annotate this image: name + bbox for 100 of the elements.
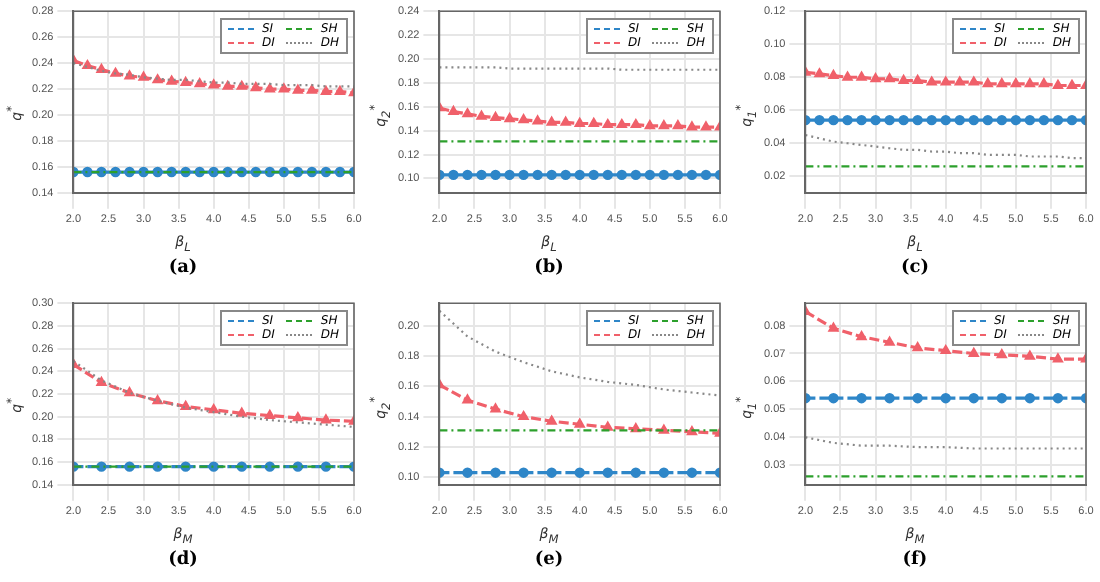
point xyxy=(884,392,895,404)
point xyxy=(208,404,219,414)
point xyxy=(954,114,965,126)
point xyxy=(659,120,669,130)
point xyxy=(532,115,543,125)
text: (a) xyxy=(166,258,200,278)
point xyxy=(617,119,627,129)
point xyxy=(560,169,571,181)
point xyxy=(546,467,557,478)
point xyxy=(997,78,1007,88)
point xyxy=(603,119,613,129)
point xyxy=(814,114,825,126)
point xyxy=(518,411,529,421)
point xyxy=(645,120,655,130)
point xyxy=(1011,78,1021,88)
point xyxy=(912,342,923,352)
point xyxy=(686,467,698,478)
point xyxy=(208,166,219,178)
point xyxy=(940,76,951,86)
point xyxy=(687,121,697,131)
point xyxy=(504,169,515,181)
point xyxy=(462,169,473,181)
point xyxy=(504,113,515,123)
point xyxy=(828,70,839,79)
point xyxy=(968,114,979,126)
text: (d) xyxy=(166,550,200,570)
point xyxy=(448,169,459,181)
text: (e) xyxy=(532,550,566,570)
point xyxy=(546,169,557,181)
point xyxy=(518,114,529,124)
point xyxy=(1066,114,1078,126)
point xyxy=(1067,80,1077,89)
point xyxy=(912,392,923,404)
point xyxy=(180,77,191,86)
point xyxy=(814,68,825,78)
point xyxy=(856,331,867,341)
point xyxy=(490,112,501,121)
text: (c) xyxy=(899,258,931,278)
point xyxy=(152,395,163,405)
point xyxy=(602,169,613,181)
point xyxy=(926,76,937,86)
point xyxy=(490,467,501,478)
point xyxy=(208,79,219,89)
point xyxy=(278,166,290,178)
point xyxy=(997,349,1007,359)
point xyxy=(265,410,275,419)
point xyxy=(673,120,683,130)
point xyxy=(940,392,951,404)
point xyxy=(251,82,261,92)
point xyxy=(982,114,993,126)
point xyxy=(335,86,345,96)
point xyxy=(532,169,543,181)
point xyxy=(940,345,951,355)
point xyxy=(490,403,501,413)
point xyxy=(574,467,585,478)
point xyxy=(1053,353,1063,363)
point xyxy=(1010,114,1022,126)
point xyxy=(462,467,473,478)
point xyxy=(602,467,613,478)
point xyxy=(1024,114,1036,126)
point xyxy=(700,169,712,181)
point xyxy=(996,114,1008,126)
point xyxy=(940,114,951,126)
point xyxy=(490,169,501,181)
point xyxy=(644,169,656,181)
point xyxy=(658,169,670,181)
point xyxy=(658,467,670,478)
point xyxy=(969,76,979,86)
point xyxy=(616,169,627,181)
text: (f) xyxy=(900,550,930,570)
point xyxy=(1039,78,1049,88)
point xyxy=(194,78,205,88)
point xyxy=(476,169,487,181)
point xyxy=(96,377,107,387)
point xyxy=(672,169,684,181)
point xyxy=(321,414,331,424)
point xyxy=(870,114,881,126)
point xyxy=(926,114,937,126)
point xyxy=(686,169,698,181)
point xyxy=(1025,78,1035,88)
point xyxy=(842,114,853,126)
point xyxy=(898,114,909,126)
point xyxy=(828,392,839,404)
point xyxy=(870,73,881,83)
point xyxy=(898,75,909,84)
point xyxy=(912,114,923,126)
point xyxy=(448,106,459,115)
point xyxy=(1052,114,1064,126)
point xyxy=(462,108,473,118)
point xyxy=(1038,114,1050,126)
point xyxy=(701,121,711,131)
point xyxy=(631,119,641,129)
point xyxy=(828,114,839,126)
point xyxy=(518,169,529,181)
point xyxy=(630,467,642,478)
point xyxy=(265,83,275,93)
point xyxy=(574,169,585,181)
point xyxy=(912,75,923,84)
point xyxy=(588,169,599,181)
point xyxy=(884,114,895,126)
